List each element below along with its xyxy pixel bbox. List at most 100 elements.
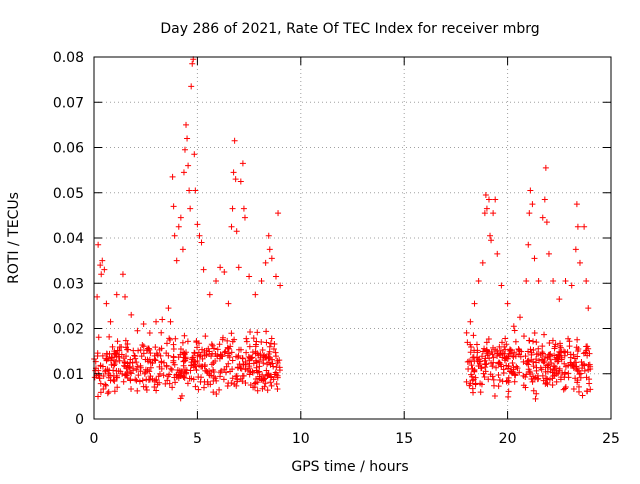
data-point (191, 361, 198, 368)
data-point (483, 205, 490, 212)
data-point (232, 373, 239, 380)
data-point (160, 372, 167, 379)
data-point (102, 382, 109, 389)
data-point (217, 373, 224, 380)
data-point (276, 357, 283, 364)
y-tick-label: 0.08 (53, 50, 84, 66)
data-point (96, 375, 103, 382)
data-point (125, 364, 132, 371)
data-point (468, 362, 475, 369)
data-point (225, 345, 232, 352)
data-point (119, 370, 126, 377)
data-point (513, 363, 520, 370)
data-point (153, 387, 160, 394)
data-point (171, 374, 178, 381)
data-point (528, 351, 535, 358)
data-point (201, 349, 208, 356)
data-point (529, 358, 536, 365)
data-point (586, 361, 593, 368)
data-point (262, 354, 269, 361)
data-point (224, 383, 231, 390)
x-tick-label: 15 (395, 431, 413, 447)
data-point (95, 334, 102, 341)
data-point (559, 369, 566, 376)
data-point (553, 378, 560, 385)
data-point (107, 357, 114, 364)
data-point (482, 192, 489, 199)
data-point (188, 83, 195, 90)
data-point (147, 373, 154, 380)
data-point (560, 386, 567, 393)
data-point (237, 365, 244, 372)
data-point (266, 246, 273, 253)
data-point (159, 316, 166, 323)
data-point (273, 381, 280, 388)
data-point (239, 372, 246, 379)
data-point (477, 358, 484, 365)
data-point (240, 205, 247, 212)
data-point (274, 372, 281, 379)
data-point (516, 369, 523, 376)
data-point (195, 374, 202, 381)
data-point (570, 386, 577, 393)
data-point (505, 363, 512, 370)
data-point (481, 345, 488, 352)
y-axis-label: ROTI / TECUs (6, 192, 22, 284)
data-point (242, 379, 249, 386)
data-point (105, 388, 112, 395)
data-point (268, 382, 275, 389)
data-point (154, 381, 161, 388)
data-point (149, 360, 156, 367)
data-point (153, 318, 160, 325)
data-point (260, 360, 267, 367)
data-point (247, 329, 254, 336)
data-point (122, 293, 129, 300)
data-point (568, 282, 575, 289)
data-point (496, 343, 503, 350)
data-point (494, 250, 501, 257)
data-point (243, 349, 250, 356)
data-point (266, 354, 273, 361)
data-points-layer (91, 56, 594, 402)
data-point (157, 352, 164, 359)
data-point (127, 376, 134, 383)
data-point (94, 293, 101, 300)
data-point (97, 262, 104, 269)
data-point (107, 318, 114, 325)
data-point (106, 350, 113, 357)
y-tick-label: 0.01 (53, 367, 84, 383)
data-point (102, 381, 109, 388)
y-tick-label: 0.07 (53, 95, 84, 111)
data-point (131, 352, 138, 359)
y-tick-label: 0.02 (53, 322, 84, 338)
data-point (541, 331, 548, 338)
data-point (178, 392, 185, 399)
data-point (253, 364, 260, 371)
data-point (179, 246, 186, 253)
data-point (556, 296, 563, 303)
data-point (153, 350, 160, 357)
data-point (103, 355, 110, 362)
data-point (506, 350, 513, 357)
data-point (463, 329, 470, 336)
data-point (97, 362, 104, 369)
data-point (531, 329, 538, 336)
data-point (543, 379, 550, 386)
data-point (542, 375, 549, 382)
data-point (136, 378, 143, 385)
x-tick-label: 20 (499, 431, 517, 447)
data-point (184, 338, 191, 345)
data-point (534, 372, 541, 379)
data-point (482, 361, 489, 368)
data-point (232, 176, 239, 183)
data-point (264, 361, 271, 368)
data-point (130, 367, 137, 374)
data-point (259, 377, 266, 384)
data-point (549, 375, 556, 382)
data-point (106, 333, 113, 340)
data-point (268, 335, 275, 342)
data-point (139, 341, 146, 348)
data-point (532, 395, 539, 402)
data-point (529, 378, 536, 385)
